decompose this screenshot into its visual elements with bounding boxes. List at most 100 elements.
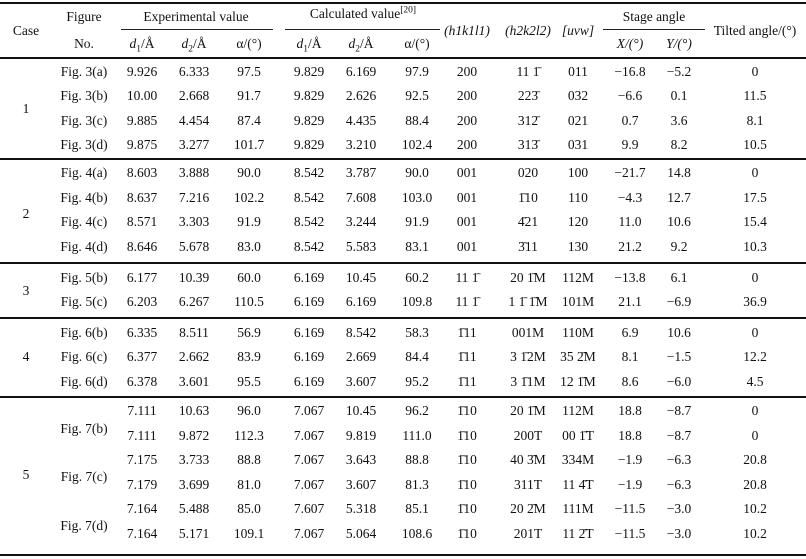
header-calc-alpha: α/(°) bbox=[404, 36, 430, 51]
stage-x-cell: −1.9 bbox=[617, 477, 643, 492]
exp-d1-cell: 7.164 bbox=[126, 526, 158, 541]
zone-axis-cell: 101M bbox=[561, 294, 595, 309]
calc-d2-cell: 3.244 bbox=[345, 214, 377, 229]
tilted-angle-cell: 4.5 bbox=[746, 374, 764, 389]
stage-y-cell: 14.8 bbox=[667, 165, 691, 180]
exp-d2-cell: 2.668 bbox=[178, 88, 210, 103]
plane1-cell: 001 bbox=[456, 190, 478, 205]
calc-d1-cell: 9.829 bbox=[293, 113, 325, 128]
calc-d1-cell: 7.607 bbox=[293, 501, 325, 516]
tilted-angle-cell: 0 bbox=[751, 403, 759, 418]
zone-axis-cell: 112M bbox=[562, 270, 594, 285]
header-tilted: Tilted angle/(°) bbox=[713, 23, 797, 38]
case1-rule bbox=[0, 158, 806, 160]
figure-label: Fig. 7(c) bbox=[60, 469, 108, 484]
tilted-angle-cell: 20.8 bbox=[743, 452, 767, 467]
calc-alpha-cell: 58.3 bbox=[405, 325, 429, 340]
stage-y-cell: −5.2 bbox=[666, 64, 692, 79]
calc-d1-cell: 6.169 bbox=[293, 270, 325, 285]
header-rule bbox=[0, 57, 806, 59]
tilted-angle-cell: 0 bbox=[751, 165, 759, 180]
plane2-cell: 1̄10 bbox=[518, 190, 538, 205]
zone-axis-cell: 00 1̄T bbox=[562, 428, 594, 443]
stage-angle-underline bbox=[603, 29, 705, 30]
calc-d1-cell: 8.542 bbox=[293, 239, 325, 254]
tilted-angle-cell: 10.3 bbox=[743, 239, 767, 254]
plane2-cell: 40 3̄M bbox=[510, 452, 546, 467]
header-y: Y/(°) bbox=[666, 36, 692, 51]
plane2-cell: 20 1̄M bbox=[510, 270, 546, 285]
exp-alpha-cell: 56.9 bbox=[237, 325, 261, 340]
calc-alpha-cell: 88.8 bbox=[405, 452, 429, 467]
calc-d1-cell: 7.067 bbox=[293, 403, 325, 418]
zone-axis-cell: 112M bbox=[562, 403, 594, 418]
calc-d1-cell: 9.829 bbox=[293, 88, 325, 103]
calc-alpha-cell: 81.3 bbox=[405, 477, 429, 492]
calc-d1-cell: 6.169 bbox=[293, 349, 325, 364]
exp-d1-cell: 8.646 bbox=[126, 239, 158, 254]
plane2-cell: 312̄ bbox=[517, 113, 539, 128]
plane2-cell: 313̄ bbox=[517, 137, 539, 152]
exp-d2-cell: 2.662 bbox=[178, 349, 210, 364]
calc-d2-cell: 2.626 bbox=[345, 88, 377, 103]
case-label: 1 bbox=[22, 101, 30, 116]
zone-axis-cell: 110 bbox=[568, 190, 588, 205]
exp-d2-cell: 3.699 bbox=[178, 477, 210, 492]
calc-d2-cell: 3.607 bbox=[345, 477, 377, 492]
stage-y-cell: 8.2 bbox=[670, 137, 688, 152]
calc-alpha-cell: 83.1 bbox=[405, 239, 429, 254]
calc-d2-cell: 10.45 bbox=[345, 270, 377, 285]
exp-alpha-cell: 112.3 bbox=[234, 428, 264, 443]
exp-d1-cell: 9.926 bbox=[126, 64, 158, 79]
calc-d2-cell: 3.787 bbox=[345, 165, 377, 180]
tilted-angle-cell: 10.2 bbox=[743, 526, 767, 541]
exp-d1-cell: 6.335 bbox=[126, 325, 158, 340]
header-figure: Figure bbox=[66, 9, 102, 24]
header-exp-d2: d2/Å bbox=[181, 36, 207, 55]
exp-alpha-cell: 83.0 bbox=[237, 239, 261, 254]
exp-d2-cell: 6.333 bbox=[178, 64, 210, 79]
stage-x-cell: 6.9 bbox=[621, 325, 639, 340]
stage-y-cell: −6.0 bbox=[666, 374, 692, 389]
exp-d2-cell: 9.872 bbox=[178, 428, 210, 443]
stage-x-cell: 0.7 bbox=[621, 113, 639, 128]
header-figure-no: No. bbox=[74, 36, 94, 51]
exp-d2-cell: 6.267 bbox=[178, 294, 210, 309]
stage-y-cell: −8.7 bbox=[666, 403, 692, 418]
calc-d1-cell: 8.542 bbox=[293, 190, 325, 205]
calc-d2-cell: 3.210 bbox=[345, 137, 377, 152]
tilted-angle-cell: 8.1 bbox=[746, 113, 764, 128]
plane1-cell: 200 bbox=[456, 64, 478, 79]
plane2-cell: 20 2̄M bbox=[510, 501, 546, 516]
exp-d2-cell: 3.601 bbox=[178, 374, 210, 389]
tilted-angle-cell: 17.5 bbox=[743, 190, 767, 205]
zone-axis-cell: 031 bbox=[567, 137, 589, 152]
stage-y-cell: 9.2 bbox=[670, 239, 688, 254]
plane2-cell: 311T bbox=[514, 477, 542, 492]
case3-rule bbox=[0, 317, 806, 319]
figure-cell: Fig. 3(c) bbox=[60, 113, 108, 128]
stage-x-cell: 8.1 bbox=[621, 349, 639, 364]
stage-x-cell: −13.8 bbox=[614, 270, 646, 285]
zone-axis-cell: 11 2̄T bbox=[562, 526, 594, 541]
calc-alpha-cell: 91.9 bbox=[405, 214, 429, 229]
plane1-cell: 1̄11 bbox=[457, 349, 477, 364]
calc-d1-cell: 8.542 bbox=[293, 214, 325, 229]
exp-d1-cell: 7.111 bbox=[127, 428, 157, 443]
figure-cell: Fig. 3(b) bbox=[60, 88, 108, 103]
plane1-cell: 11 1̄ bbox=[455, 294, 479, 309]
exp-d2-cell: 3.303 bbox=[178, 214, 210, 229]
calc-alpha-cell: 60.2 bbox=[405, 270, 429, 285]
figure-cell: Fig. 4(c) bbox=[60, 214, 108, 229]
calc-alpha-cell: 97.9 bbox=[405, 64, 429, 79]
exp-d2-cell: 4.454 bbox=[178, 113, 210, 128]
calc-alpha-cell: 92.5 bbox=[405, 88, 429, 103]
exp-alpha-cell: 90.0 bbox=[237, 165, 261, 180]
figure-cell: Fig. 3(d) bbox=[60, 137, 108, 152]
exp-d2-cell: 5.488 bbox=[178, 501, 210, 516]
stage-x-cell: −4.3 bbox=[617, 190, 643, 205]
exp-d2-cell: 5.171 bbox=[178, 526, 210, 541]
zone-axis-cell: 11 4̄T bbox=[562, 477, 594, 492]
plane1-cell: 200 bbox=[456, 113, 478, 128]
exp-d1-cell: 7.164 bbox=[126, 501, 158, 516]
